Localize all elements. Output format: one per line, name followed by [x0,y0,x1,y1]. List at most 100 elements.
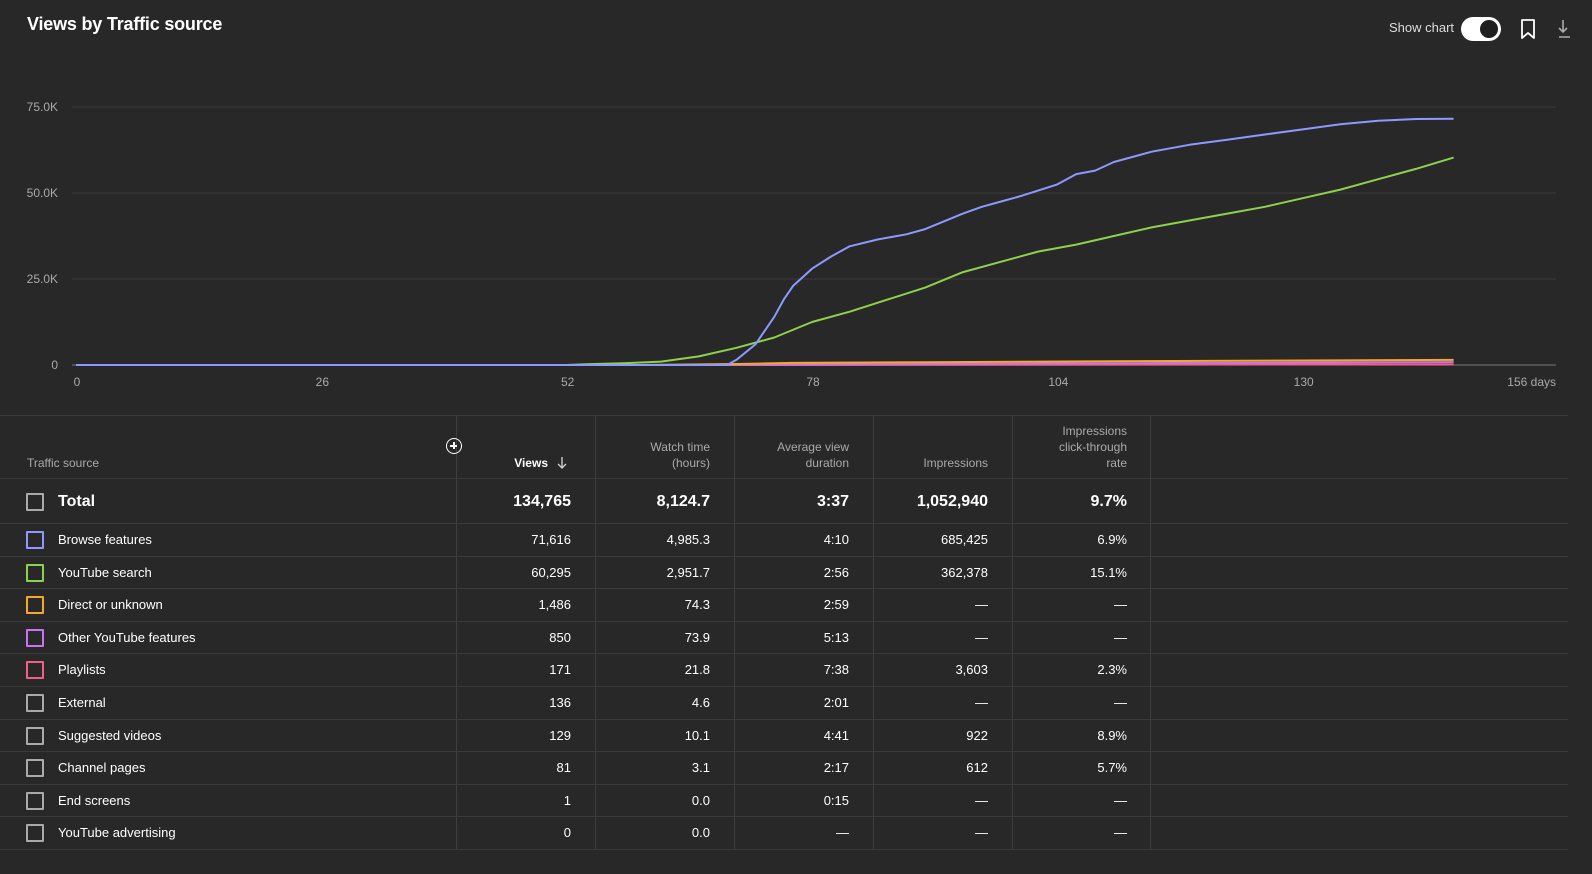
row-impressions: — [975,597,988,613]
row-checkbox[interactable] [26,694,44,712]
sort-arrow-down-icon[interactable] [556,456,568,470]
total-avd: 3:37 [816,493,849,510]
row-checkbox[interactable] [26,824,44,843]
row-traffic-source[interactable]: Direct or unknown [58,597,163,613]
row-traffic-source[interactable]: External [58,695,106,710]
total-views: 134,765 [513,493,571,510]
table-row[interactable]: Direct or unknown 1,486 74.3 2:59 — — [0,589,1568,622]
table-row[interactable]: Other YouTube features 850 73.9 5:13 — — [0,622,1568,655]
table-row[interactable]: End screens 1 0.0 0:15 — — [0,785,1568,818]
row-watch-time: 73.9 [684,629,710,645]
row-avd: 4:10 [823,532,849,547]
series-line-browse-features[interactable] [76,117,1454,366]
row-views: 1,486 [538,597,571,613]
row-avd: 5:13 [823,629,849,645]
row-impressions: 362,378 [941,564,988,580]
row-impressions: — [975,629,988,645]
row-traffic-source[interactable]: Playlists [58,662,106,678]
row-watch-time: 21.8 [684,662,710,678]
row-avd: 2:59 [823,597,849,613]
row-checkbox[interactable] [26,596,44,615]
series-line-youtube-search[interactable] [76,156,1454,366]
col-divider [595,415,596,850]
page-title: Views by Traffic source [27,14,223,34]
row-watch-time: 4.6 [691,695,710,710]
row-ctr: 6.9% [1097,532,1127,547]
header-ctr-line1: Impressions [1062,424,1127,438]
y-tick-label: 0 [51,358,58,372]
table-row[interactable]: Channel pages 81 3.1 2:17 612 5.7% [0,752,1568,785]
row-impressions: — [975,825,988,841]
col-divider [456,415,457,850]
row-traffic-source[interactable]: Browse features [58,532,152,547]
row-avd: 2:17 [823,760,849,776]
row-traffic-source[interactable]: Other YouTube features [58,629,196,645]
row-impressions: 922 [966,727,988,743]
header-watch-time[interactable]: Watch time (hours) [600,439,710,471]
table-row[interactable]: Browse features 71,616 4,985.3 4:10 685,425 6… [0,524,1568,557]
total-checkbox[interactable] [26,493,44,511]
row-views: 1 [563,792,571,808]
row-watch-time: 2,951.7 [666,564,710,580]
row-watch-time: 0.0 [691,825,710,841]
row-ctr: — [1114,792,1127,808]
row-ctr: — [1114,695,1127,710]
row-views: 171 [549,662,571,678]
row-checkbox[interactable] [26,563,44,582]
row-checkbox[interactable] [26,628,44,647]
header-ctr[interactable]: Impressions click-through rate [1020,423,1127,471]
row-checkbox[interactable] [26,759,44,778]
row-ctr: — [1114,825,1127,841]
row-ctr: 8.9% [1097,727,1127,743]
header-ctr-line2: click-through [1058,440,1127,454]
total-watch-time: 8,124.7 [656,493,710,510]
row-views: 850 [549,629,571,645]
row-checkbox[interactable] [26,661,44,680]
y-tick-label: 75.0K [27,100,58,114]
row-watch-time: 0.0 [691,792,710,808]
table-row[interactable]: Playlists 171 21.8 7:38 3,603 2.3% [0,654,1568,687]
table-row[interactable]: YouTube search 60,295 2,951.7 2:56 362,378 15… [0,557,1568,590]
row-avd: — [836,825,849,841]
row-traffic-source[interactable]: YouTube search [58,564,152,580]
row-checkbox[interactable] [26,791,44,810]
table-row[interactable]: External 136 4.6 2:01 — — [0,687,1568,720]
row-ctr: 5.7% [1097,760,1127,776]
row-avd: 2:01 [823,695,849,710]
header-avd-line1: Average view [777,440,849,454]
header-watch-time-line1: Watch time [650,440,710,454]
row-traffic-source[interactable]: YouTube advertising [58,825,176,841]
row-traffic-source[interactable]: End screens [58,792,131,808]
row-traffic-source[interactable]: Channel pages [58,760,146,776]
add-column-icon[interactable] [446,438,462,454]
col-divider [873,415,874,850]
header-watch-time-line2: (hours) [671,456,710,470]
header-traffic-source[interactable]: Traffic source [27,456,100,470]
table-top-border [0,415,1568,416]
table-row[interactable]: YouTube advertising 0 0.0 — — — [0,817,1568,850]
total-label: Total [58,493,96,510]
row-impressions: 612 [966,760,988,776]
header-impressions[interactable]: Impressions [923,456,988,470]
header-views[interactable]: Views [470,455,548,471]
row-ctr: — [1114,597,1127,613]
row-impressions: 685,425 [941,532,988,547]
header-average-view-duration[interactable]: Average view duration [740,439,849,471]
row-views: 129 [549,727,571,743]
show-chart-toggle[interactable] [1461,17,1501,41]
col-divider [1012,415,1013,850]
x-tick-label: 26 [316,375,330,389]
bookmark-icon[interactable] [1519,18,1537,40]
row-checkbox[interactable] [26,531,44,549]
download-icon[interactable] [1558,18,1572,40]
row-traffic-source[interactable]: Suggested videos [58,727,162,743]
x-tick-label: 130 [1294,375,1314,389]
y-tick-label: 25.0K [27,272,58,286]
table-row[interactable]: Suggested videos 129 10.1 4:41 922 8.9% [0,720,1568,753]
row-views: 136 [549,695,571,710]
row-checkbox[interactable] [26,726,44,745]
x-tick-label: 78 [806,375,820,389]
row-ctr: 15.1% [1090,564,1127,580]
row-views: 60,295 [531,564,571,580]
x-tick-label: 0 [74,375,81,389]
